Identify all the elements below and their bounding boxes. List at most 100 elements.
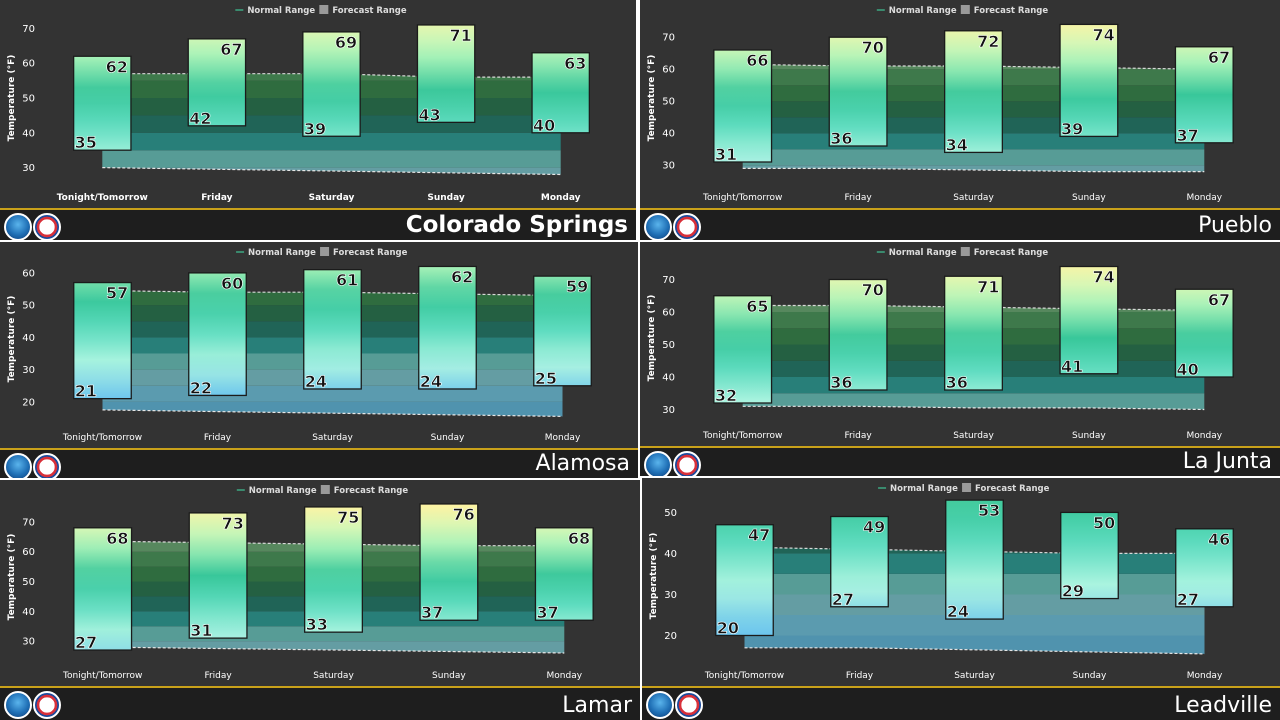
y-tick-label: 40 xyxy=(22,607,35,618)
x-tick-label: Saturday xyxy=(953,193,994,203)
legend-forecast-swatch xyxy=(962,483,972,492)
y-tick-label: 60 xyxy=(662,308,675,319)
legend-forecast-swatch xyxy=(960,5,970,14)
y-axis-label: Temperature (°F) xyxy=(7,296,17,383)
low-temp-label: 35 xyxy=(75,133,97,152)
normal-range-band xyxy=(102,641,565,653)
nws-logo-icon xyxy=(33,453,61,478)
panel-alamosa: Normal Range Forecast Range Temperature (°… xyxy=(0,242,638,478)
legend-forecast-label: Forecast Range xyxy=(975,484,1050,494)
legend-normal-label: Normal Range xyxy=(247,6,315,16)
footer-bar: Colorado Springs xyxy=(0,208,636,240)
x-tick-label: Friday xyxy=(204,671,232,681)
legend-forecast-label: Forecast Range xyxy=(334,486,409,496)
high-temp-label: 69 xyxy=(335,33,357,52)
x-tick-label: Monday xyxy=(1187,431,1223,441)
chart-la-junta: Normal Range Forecast Range Temperature (°… xyxy=(647,247,1234,441)
nws-logo-icon xyxy=(33,691,61,719)
normal-low-line xyxy=(102,167,561,176)
forecast-bar xyxy=(1174,46,1234,144)
forecast-bar xyxy=(945,499,1004,620)
normal-low-line xyxy=(102,646,565,654)
low-temp-label: 20 xyxy=(717,618,739,637)
normal-low-line xyxy=(102,409,563,417)
y-tick-label: 40 xyxy=(662,373,675,384)
y-tick-label: 40 xyxy=(22,128,35,139)
y-tick-label: 50 xyxy=(662,340,675,351)
noaa-logo-icon xyxy=(646,691,674,719)
chart-pueblo: Normal Range Forecast Range Temperature (°… xyxy=(647,5,1234,203)
forecast-bar xyxy=(828,278,888,391)
low-temp-label: 24 xyxy=(305,372,327,391)
normal-range-band xyxy=(744,635,1205,654)
x-tick-label: Saturday xyxy=(312,433,353,443)
legend-forecast-swatch xyxy=(320,247,330,256)
legend-forecast-label: Forecast Range xyxy=(332,6,407,16)
high-temp-label: 60 xyxy=(221,274,243,293)
x-tick-label: Saturday xyxy=(954,671,995,681)
low-temp-label: 36 xyxy=(830,373,852,392)
low-temp-label: 32 xyxy=(715,386,737,405)
footer-bar: Alamosa xyxy=(0,448,638,478)
low-temp-label: 40 xyxy=(533,116,555,135)
x-tick-label: Sunday xyxy=(431,433,465,443)
y-axis-label: Temperature (°F) xyxy=(647,295,657,382)
panel-la-junta: Normal Range Forecast Range Temperature (°… xyxy=(640,242,1280,476)
x-tick-label: Sunday xyxy=(1073,671,1107,681)
y-tick-label: 30 xyxy=(664,590,677,601)
y-tick-label: 40 xyxy=(664,549,677,560)
high-temp-label: 71 xyxy=(449,26,471,45)
x-tick-label: Sunday xyxy=(432,671,466,681)
forecast-bar xyxy=(303,506,363,633)
y-tick-label: 30 xyxy=(22,163,35,174)
x-tick-label: Saturday xyxy=(953,431,994,441)
y-tick-label: 50 xyxy=(22,301,35,312)
x-tick-label: Friday xyxy=(846,671,874,681)
high-temp-label: 59 xyxy=(566,277,588,296)
forecast-bar xyxy=(1059,23,1119,138)
high-temp-label: 73 xyxy=(222,514,244,533)
normal-low-line xyxy=(742,167,1205,173)
footer-bar: Lamar xyxy=(0,686,640,720)
x-tick-label: Friday xyxy=(204,433,232,443)
normal-range-band xyxy=(742,149,1205,166)
high-temp-label: 68 xyxy=(568,529,590,548)
high-temp-label: 74 xyxy=(1092,25,1114,44)
x-tick-label: Monday xyxy=(1187,193,1223,203)
footer-bar: La Junta xyxy=(640,446,1280,476)
low-temp-label: 37 xyxy=(536,603,558,622)
chart-legend: Normal Range Forecast Range xyxy=(876,247,1048,258)
x-tick-label: Tonight/Tomorrow xyxy=(702,193,782,203)
y-tick-label: 20 xyxy=(664,631,677,642)
high-temp-label: 62 xyxy=(451,267,473,286)
high-temp-label: 57 xyxy=(106,284,128,303)
chart-leadville: Normal Range Forecast Range Temperature (°… xyxy=(649,483,1234,681)
legend-forecast-label: Forecast Range xyxy=(333,248,408,258)
low-temp-label: 43 xyxy=(418,105,440,124)
y-tick-label: 40 xyxy=(662,129,675,140)
low-temp-label: 31 xyxy=(715,145,737,164)
legend-normal-label: Normal Range xyxy=(249,486,317,496)
forecast-bar xyxy=(303,269,362,390)
y-tick-label: 40 xyxy=(22,333,35,344)
chart-legend: Normal Range Forecast Range xyxy=(876,5,1048,16)
high-temp-label: 67 xyxy=(1208,290,1230,309)
high-temp-label: 66 xyxy=(746,51,768,70)
x-tick-label: Sunday xyxy=(427,193,465,203)
forecast-bar xyxy=(419,503,479,621)
noaa-logo-icon xyxy=(644,213,672,240)
x-tick-label: Friday xyxy=(201,193,232,203)
forecast-bar xyxy=(302,31,361,137)
legend-normal-label: Normal Range xyxy=(890,484,958,494)
y-tick-label: 30 xyxy=(662,405,675,416)
chart-legend: Normal Range Forecast Range xyxy=(236,247,408,258)
normal-range-band xyxy=(102,132,561,151)
x-tick-label: Sunday xyxy=(1072,431,1106,441)
high-temp-label: 76 xyxy=(452,505,474,524)
noaa-logo-icon xyxy=(4,691,32,719)
forecast-bar xyxy=(830,515,889,608)
low-temp-label: 24 xyxy=(947,602,969,621)
x-tick-label: Sunday xyxy=(1072,193,1106,203)
high-temp-label: 53 xyxy=(978,501,1000,520)
forecast-bar xyxy=(73,281,132,400)
